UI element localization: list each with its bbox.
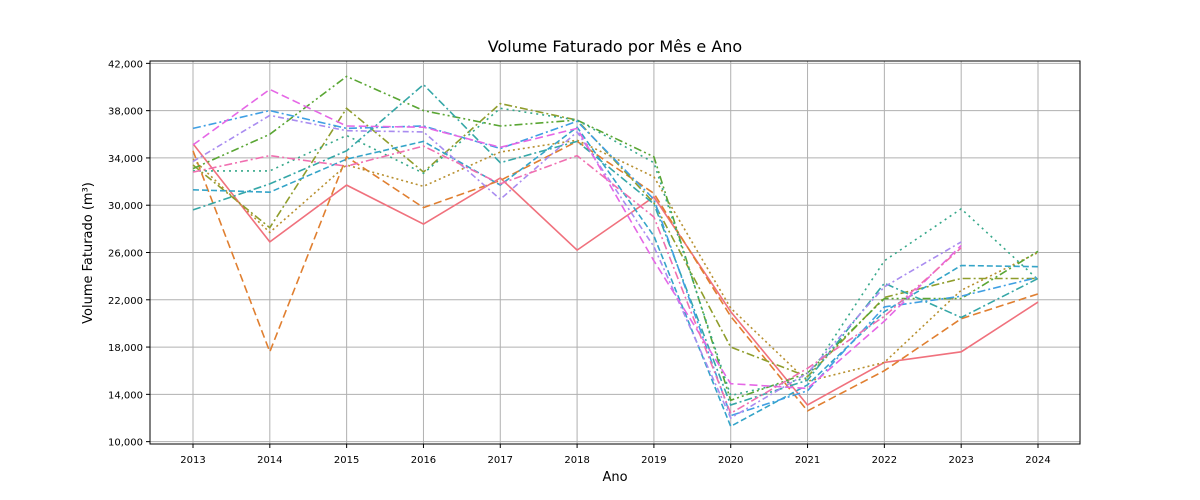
y-axis-label: Volume Faturado (m³) xyxy=(81,182,96,324)
y-tick-label: 10,000 xyxy=(108,438,143,449)
y-tick-label: 18,000 xyxy=(108,343,143,354)
chart-title: Volume Faturado por Mês e Ano xyxy=(488,37,742,56)
series-line-9 xyxy=(192,109,1039,417)
x-tick-label: 2013 xyxy=(180,455,205,466)
x-tick-label: 2014 xyxy=(257,455,282,466)
y-tick-label: 26,000 xyxy=(108,249,143,260)
x-axis-ticks: 2013 2014 2015 2016 2017 2018 2019 2020 2021 2022… xyxy=(180,444,1051,466)
series-line-7 xyxy=(192,83,1039,406)
series-line-8 xyxy=(192,126,1039,428)
y-tick-label: 22,000 xyxy=(108,296,143,307)
x-tick-label: 2016 xyxy=(411,455,436,466)
grid xyxy=(150,61,1080,444)
x-tick-label: 2017 xyxy=(488,455,513,466)
x-tick-label: 2021 xyxy=(795,455,820,466)
y-tick-label: 34,000 xyxy=(108,154,143,165)
y-tick-label: 30,000 xyxy=(108,201,143,212)
y-axis-ticks: 10,000 14,000 18,000 22,000 26,000 30,000 34,0… xyxy=(108,59,150,449)
x-tick-label: 2020 xyxy=(718,455,743,466)
series-layer xyxy=(192,75,1039,428)
series-line-12 xyxy=(192,145,962,415)
x-tick-label: 2024 xyxy=(1025,455,1050,466)
x-tick-label: 2018 xyxy=(564,455,589,466)
x-tick-label: 2015 xyxy=(334,455,359,466)
series-line-5 xyxy=(192,75,1039,402)
series-line-3 xyxy=(192,139,1039,383)
series-line-10 xyxy=(192,114,962,420)
series-line-1 xyxy=(192,143,1039,407)
series-line-11 xyxy=(192,88,962,390)
x-tick-label: 2019 xyxy=(641,455,666,466)
series-line-2 xyxy=(192,140,1039,412)
series-line-4 xyxy=(192,102,1038,378)
series-line-6 xyxy=(193,107,1039,397)
x-tick-label: 2023 xyxy=(948,455,973,466)
y-tick-label: 38,000 xyxy=(108,107,143,118)
y-tick-label: 14,000 xyxy=(108,390,143,401)
x-axis-label: Ano xyxy=(602,470,627,485)
y-tick-label: 42,000 xyxy=(108,59,143,70)
x-tick-label: 2022 xyxy=(872,455,897,466)
